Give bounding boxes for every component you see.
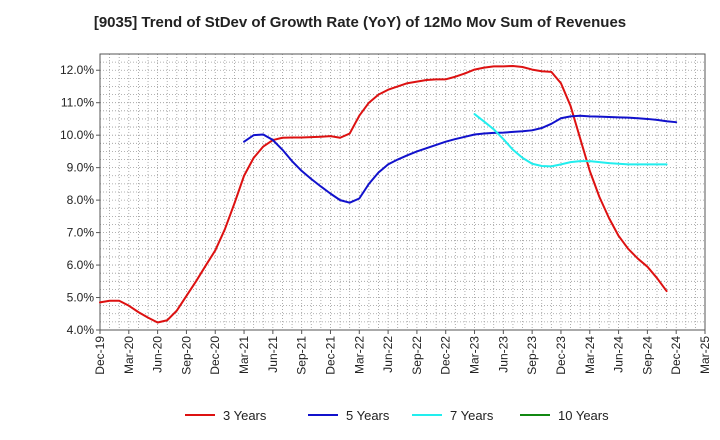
plot-border	[99, 53, 706, 331]
x-tick-label: Sep-23	[525, 336, 539, 375]
y-tick-label: 6.0%	[67, 258, 95, 272]
x-tick-label: Jun-24	[612, 336, 626, 373]
y-tick-label: 7.0%	[67, 226, 95, 240]
x-tick-label: Sep-22	[410, 336, 424, 375]
y-tick-label: 11.0%	[61, 96, 94, 110]
x-tick-label: Mar-20	[122, 336, 136, 374]
x-tick-label: Sep-24	[640, 336, 654, 375]
series-line-3-years	[99, 65, 668, 324]
chart-title: [9035] Trend of StDev of Growth Rate (Yo…	[93, 14, 627, 31]
series-lines	[99, 65, 678, 324]
x-tick-label: Jun-21	[266, 336, 280, 373]
plot-frame	[99, 53, 706, 331]
y-axis: 4.0% 5.0% 6.0% 7.0% 8.0% 9.0% 10.0% 11.0% 12.0%	[60, 63, 100, 337]
x-tick-label: Mar-21	[237, 336, 251, 374]
series-line-7-years	[473, 113, 668, 168]
grid	[100, 54, 705, 330]
x-tick-label: Dec-21	[323, 336, 337, 375]
x-tick-label: Sep-21	[295, 336, 309, 375]
x-tick-label: Sep-20	[179, 336, 193, 375]
y-tick-label: 12.0%	[60, 63, 94, 77]
x-tick-label: Dec-19	[93, 336, 107, 375]
x-tick-label: Mar-23	[468, 336, 482, 374]
x-tick-label: Dec-24	[669, 336, 683, 375]
legend: 3 Years 5 Years 7 Years 10 Years	[185, 408, 609, 423]
y-tick-label: 9.0%	[67, 161, 95, 175]
x-tick-label: Dec-20	[208, 336, 222, 375]
x-tick-label: Mar-25	[698, 336, 712, 374]
y-tick-label: 4.0%	[67, 323, 95, 337]
y-tick-label: 5.0%	[67, 291, 95, 305]
legend-label: 7 Years	[450, 408, 494, 423]
series-line-5-years	[243, 114, 678, 204]
x-tick-label: Jun-23	[496, 336, 510, 373]
x-tick-label: Dec-22	[439, 336, 453, 375]
legend-label: 5 Years	[346, 408, 390, 423]
x-tick-label: Dec-23	[554, 336, 568, 375]
x-axis: Dec-19 Mar-20 Jun-20 Sep-20 Dec-20 Mar-21 Jun-…	[93, 330, 712, 375]
x-tick-label: Jun-22	[381, 336, 395, 373]
y-tick-label: 8.0%	[67, 193, 95, 207]
x-tick-label: Mar-24	[583, 336, 597, 374]
x-tick-label: Jun-20	[151, 336, 165, 373]
x-tick-label: Mar-22	[352, 336, 366, 374]
legend-label: 10 Years	[558, 408, 609, 423]
y-tick-label: 10.0%	[60, 128, 94, 142]
legend-label: 3 Years	[223, 408, 267, 423]
